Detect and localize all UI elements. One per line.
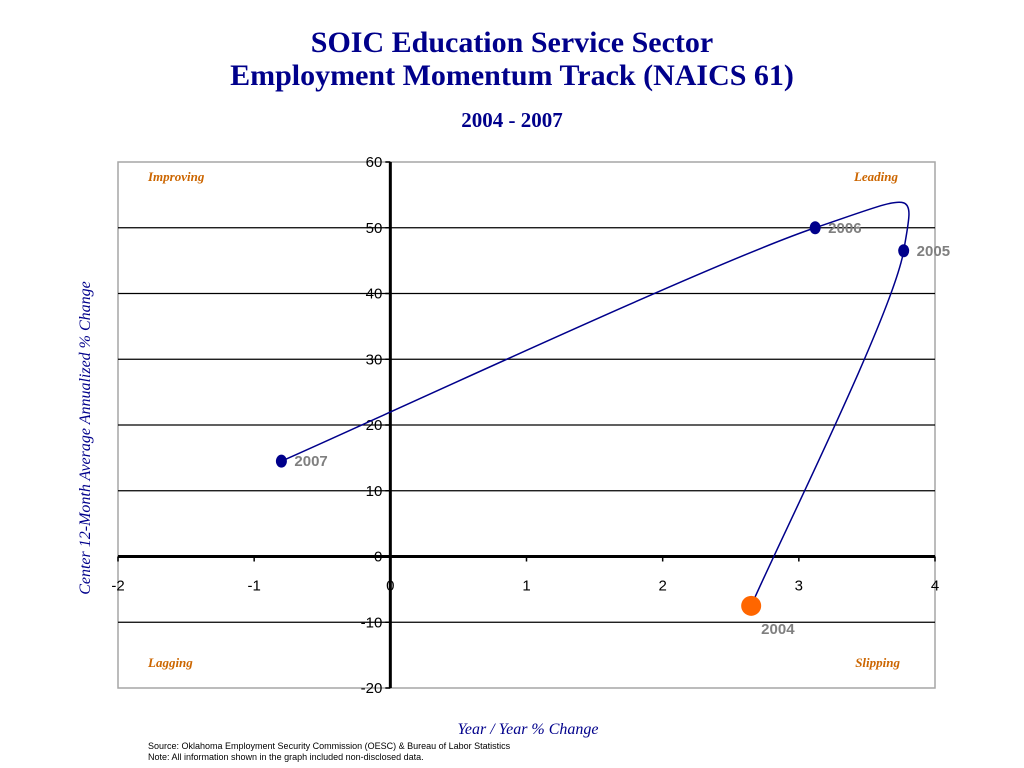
y-tick-label-10: 10: [366, 483, 383, 500]
momentum-track-series: [275, 201, 910, 616]
x-tick-label-1: 1: [522, 578, 530, 595]
disclosure-note: Note: All information shown in the graph…: [148, 752, 424, 762]
quadrant-label-leading: Leading: [853, 169, 899, 184]
point-label-2006: 2006: [828, 220, 861, 237]
x-tick-label--2: -2: [111, 578, 124, 595]
quadrant-label-slipping: Slipping: [855, 655, 900, 670]
momentum-track-line: [281, 201, 910, 607]
data-point-2005: [898, 244, 910, 258]
quadrant-label-lagging: Lagging: [147, 655, 193, 670]
y-tick-label--10: -10: [361, 614, 383, 631]
axes: [117, 161, 936, 689]
point-label-2004: 2004: [761, 621, 795, 638]
chart-title-line-2: Employment Momentum Track (NAICS 61): [230, 59, 794, 92]
gridlines: [118, 227, 935, 623]
x-tick-label-3: 3: [795, 578, 803, 595]
x-tick-label-0: 0: [386, 578, 394, 595]
y-axis-title: Center 12-Month Average Annualized % Cha…: [77, 281, 94, 595]
source-text: Source: Oklahoma Employment Security Com…: [148, 741, 511, 751]
y-tick-label--20: -20: [361, 680, 383, 697]
y-tick-label-40: 40: [366, 286, 383, 303]
x-tick-label-4: 4: [931, 578, 939, 595]
chart-subtitle: 2004 - 2007: [461, 108, 563, 132]
y-tick-label-60: 60: [366, 154, 383, 171]
point-label-2005: 2005: [917, 243, 950, 260]
chart-title-line-1: SOIC Education Service Sector: [310, 26, 714, 59]
data-point-2007: [275, 454, 287, 468]
x-axis-title: Year / Year % Change: [457, 721, 598, 738]
x-tick-label--1: -1: [247, 578, 260, 595]
data-point-2004: [741, 595, 762, 616]
quadrant-label-improving: Improving: [147, 169, 205, 184]
y-tick-label-30: 30: [366, 351, 383, 368]
y-tick-label-50: 50: [366, 220, 383, 237]
x-tick-label-2: 2: [658, 578, 666, 595]
chart-title: SOIC Education Service Sector Employment…: [0, 26, 1024, 92]
point-label-2007: 2007: [294, 453, 327, 470]
y-tick-label-0: 0: [374, 549, 382, 566]
source-note: Source: Oklahoma Employment Security Com…: [148, 741, 510, 763]
data-point-2006: [809, 221, 821, 235]
